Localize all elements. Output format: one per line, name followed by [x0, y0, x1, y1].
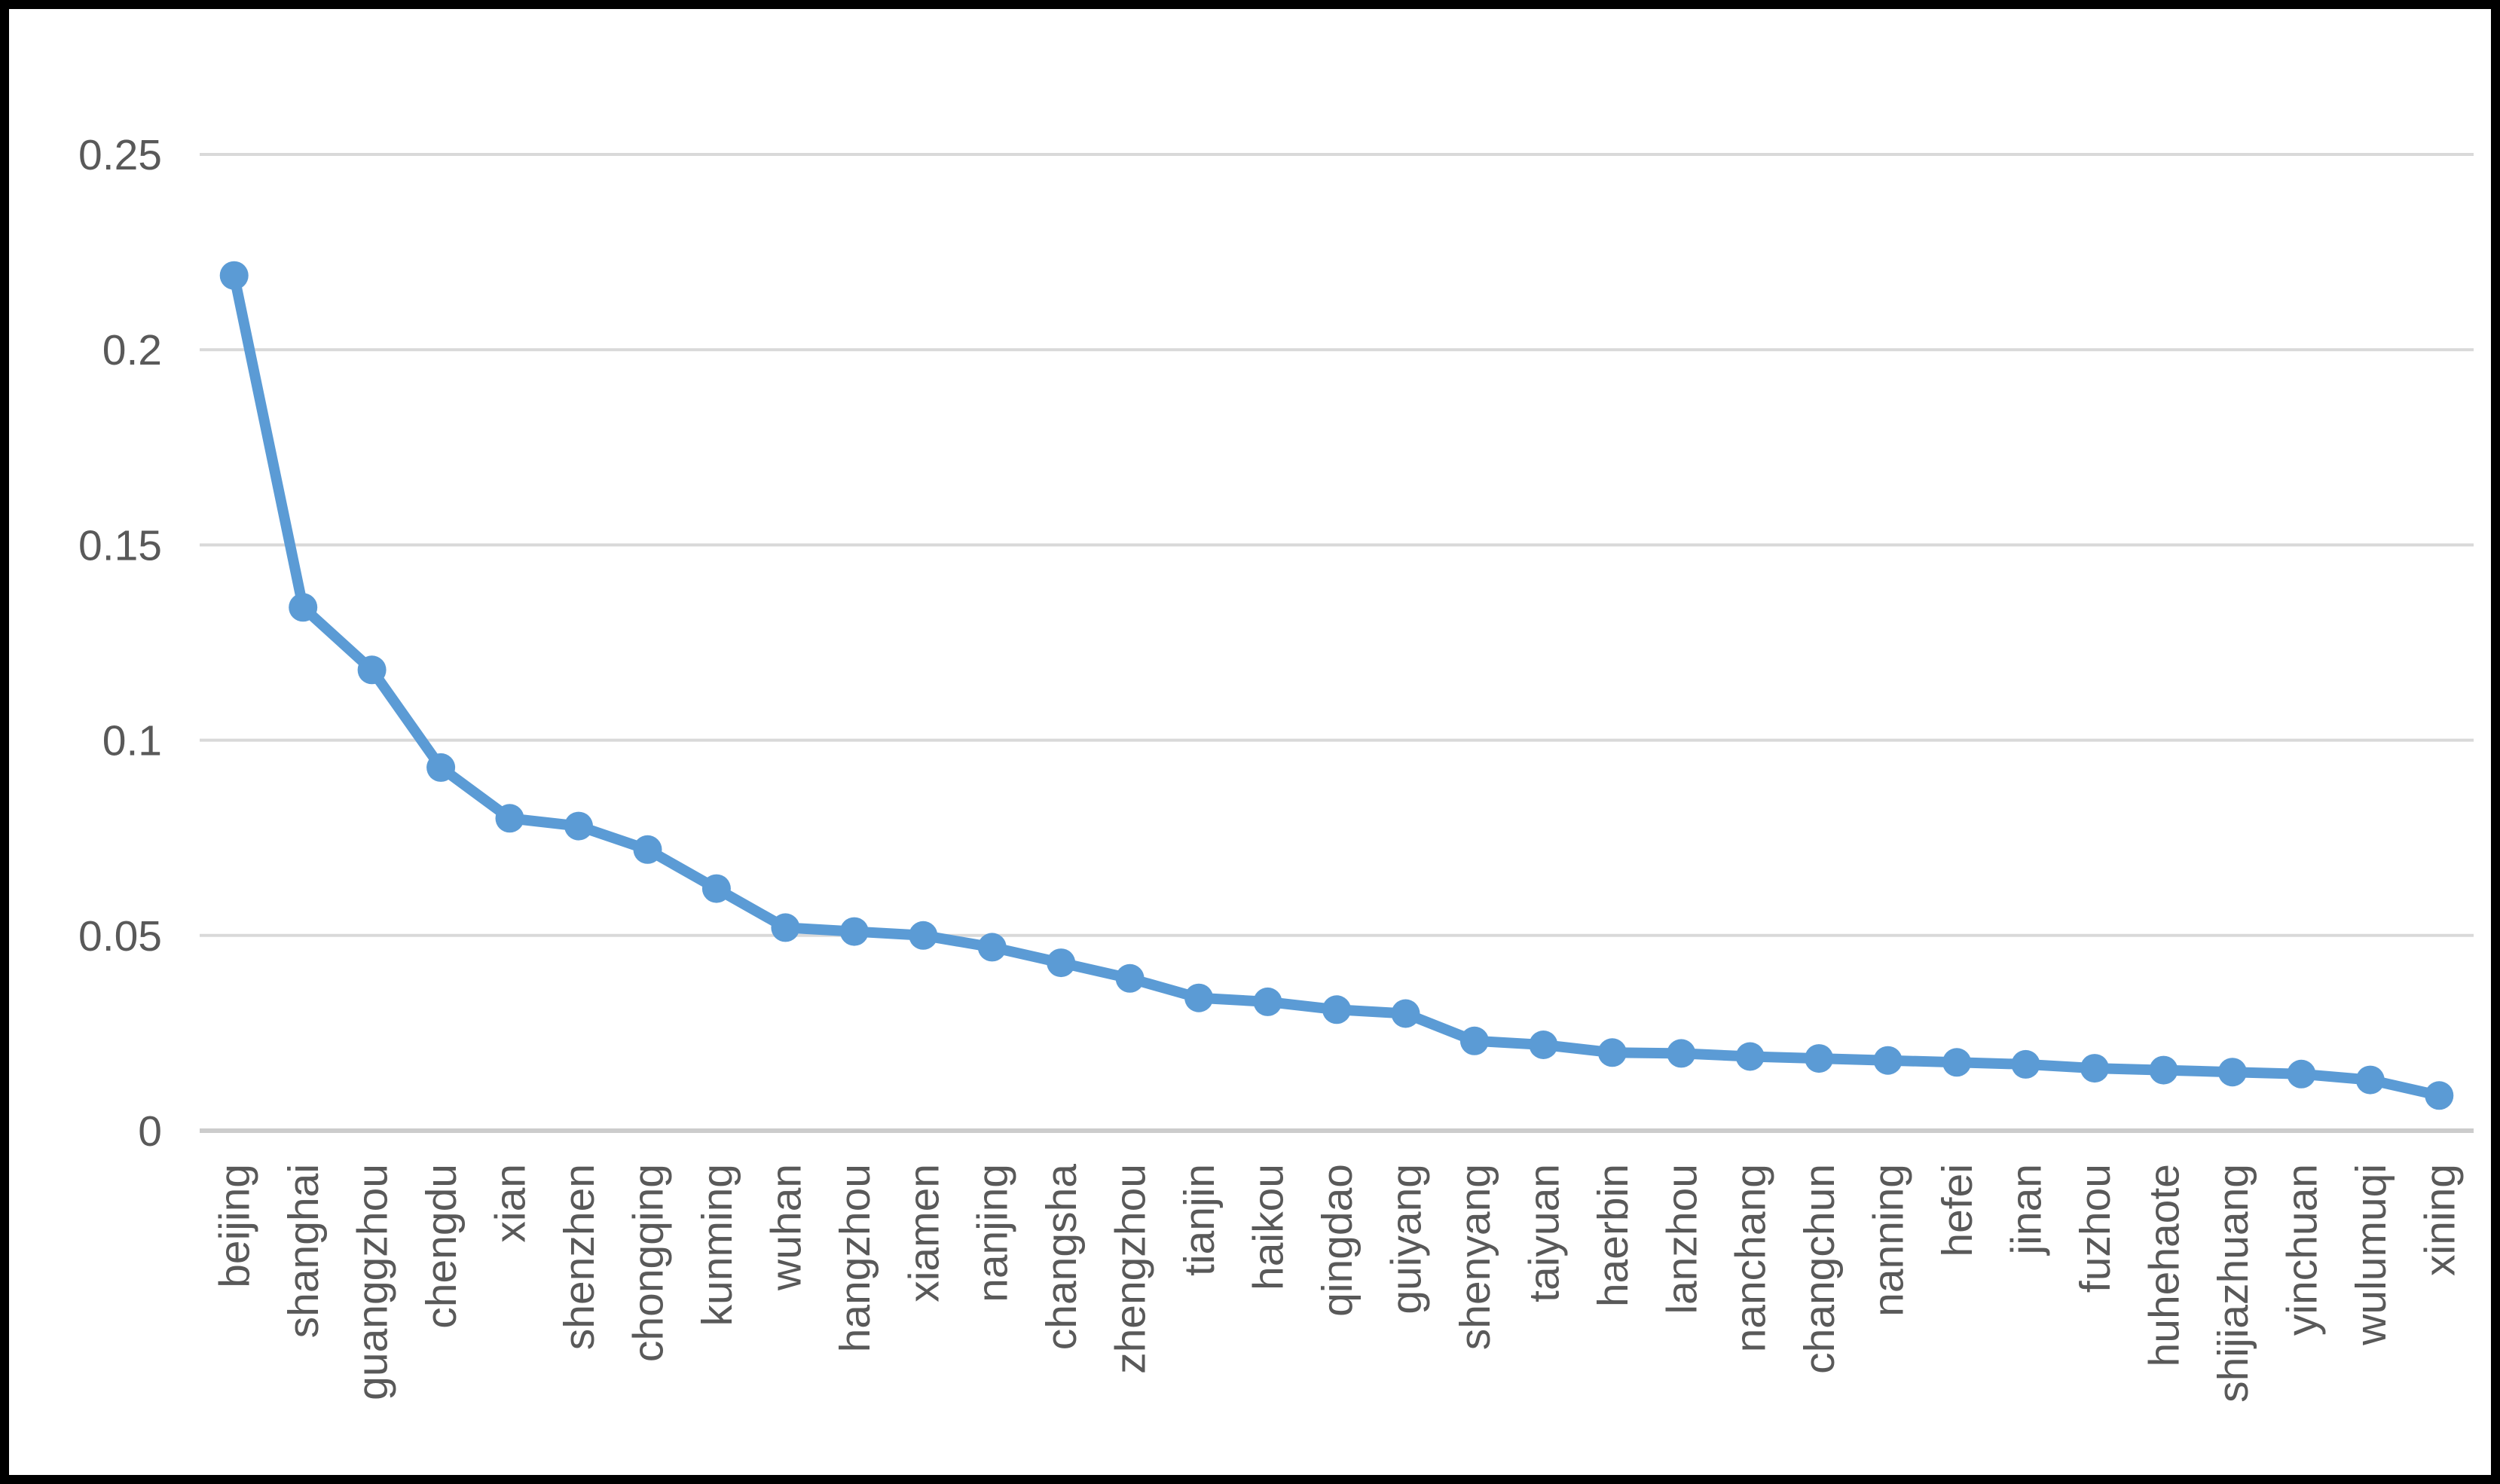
- x-label-hangzhou: hangzhou: [831, 1164, 879, 1352]
- data-point-shanghai: [289, 593, 318, 622]
- x-label-tianjin: tianjin: [1175, 1164, 1224, 1276]
- y-tick-label: 0.15: [78, 521, 162, 569]
- data-point-qingdao: [1322, 995, 1351, 1024]
- data-point-jinan: [2011, 1049, 2040, 1079]
- x-label-huhehaote: huhehaote: [2140, 1164, 2188, 1366]
- x-axis-labels-group: beijing shanghai guanggzhou chengdu xian shen…: [211, 1164, 2465, 1403]
- data-point-tianjin: [1184, 983, 1214, 1012]
- x-label-zhengzhou: zhengzhou: [1107, 1164, 1155, 1374]
- data-point-haerbin: [1597, 1038, 1627, 1067]
- y-tick-label: 0.2: [102, 326, 162, 374]
- x-label-nanchang: nanchang: [1727, 1164, 1775, 1352]
- data-point-guanggzhou: [357, 655, 387, 685]
- x-label-chengdu: chengdu: [417, 1164, 466, 1329]
- x-label-changsha: changsha: [1038, 1164, 1086, 1351]
- x-label-nanning: nanning: [1865, 1164, 1913, 1317]
- y-tick-label: 0.1: [102, 717, 162, 765]
- data-point-beijing: [219, 261, 249, 290]
- x-label-shijiazhuang: shijiazhuang: [2209, 1164, 2257, 1403]
- x-label-shenzhen: shenzhen: [555, 1164, 604, 1350]
- x-label-xian: xian: [487, 1164, 535, 1243]
- y-axis-labels-group: 0 0.05 0.1 0.15 0.2 0.25: [78, 131, 162, 1156]
- data-point-nanchang: [1735, 1042, 1765, 1071]
- data-point-hefei: [1942, 1048, 1972, 1077]
- data-point-nanjing: [977, 933, 1007, 962]
- data-point-fuzhou: [2080, 1054, 2109, 1083]
- data-point-zhengzhou: [1115, 963, 1145, 993]
- x-label-haerbin: haerbin: [1589, 1164, 1637, 1307]
- data-point-nanning: [1873, 1046, 1903, 1075]
- x-label-lanzhou: lanzhou: [1658, 1164, 1706, 1315]
- data-series-group: [219, 261, 2454, 1110]
- x-label-yinchuan: yinchuan: [2278, 1164, 2326, 1336]
- x-label-xining: xining: [2416, 1164, 2464, 1276]
- x-label-fuzhou: fuzhou: [2071, 1164, 2119, 1293]
- x-label-shenyang: shenyang: [1451, 1164, 1499, 1350]
- x-label-qingdao: qingdao: [1313, 1164, 1362, 1317]
- data-point-wuhan: [771, 913, 800, 942]
- x-label-haikou: haikou: [1245, 1164, 1293, 1290]
- data-point-kunming: [701, 874, 731, 903]
- data-point-chengdu: [426, 753, 456, 782]
- data-point-changsha: [1047, 948, 1076, 978]
- x-label-kunming: kunming: [693, 1164, 741, 1326]
- gridlines-group: [200, 153, 2474, 1133]
- x-label-guanggzhou: guanggzhou: [349, 1164, 397, 1400]
- x-label-taiyuan: taiyuan: [1520, 1164, 1568, 1302]
- data-point-taiyuan: [1529, 1031, 1558, 1059]
- data-point-hangzhou: [839, 917, 869, 946]
- data-point-shijiazhuang: [2217, 1058, 2247, 1087]
- data-point-xiamen: [909, 921, 938, 950]
- x-label-jinan: jinan: [2003, 1164, 2051, 1256]
- x-label-chongqing: chongqing: [624, 1164, 672, 1362]
- y-tick-label: 0.25: [78, 131, 162, 179]
- data-point-shenzhen: [564, 811, 593, 841]
- x-label-nanjing: nanjing: [969, 1164, 1017, 1302]
- data-point-xian: [495, 804, 524, 833]
- x-label-hefei: hefei: [1933, 1164, 1982, 1257]
- data-point-xining: [2425, 1081, 2454, 1110]
- data-point-changchun: [1805, 1044, 1834, 1073]
- data-point-haikou: [1253, 987, 1282, 1016]
- x-label-shanghai: shanghai: [280, 1164, 328, 1338]
- x-label-beijing: beijing: [211, 1164, 259, 1288]
- data-point-lanzhou: [1667, 1039, 1696, 1068]
- data-point-wulumuqi: [2355, 1065, 2385, 1095]
- x-label-xiamen: xiamen: [900, 1164, 948, 1302]
- data-point-chongqing: [633, 835, 662, 864]
- x-label-wuhan: wuhan: [762, 1164, 810, 1291]
- x-label-wulumuqi: wulumuqi: [2347, 1164, 2395, 1346]
- data-point-yinchuan: [2287, 1059, 2316, 1089]
- x-label-changchun: changchun: [1796, 1164, 1844, 1374]
- y-tick-label: 0: [138, 1107, 162, 1156]
- data-point-huhehaote: [2149, 1055, 2178, 1085]
- x-label-guiyang: guiyang: [1382, 1164, 1430, 1315]
- y-tick-label: 0.05: [78, 912, 162, 960]
- data-point-shenyang: [1459, 1026, 1489, 1055]
- data-point-guiyang: [1391, 999, 1420, 1028]
